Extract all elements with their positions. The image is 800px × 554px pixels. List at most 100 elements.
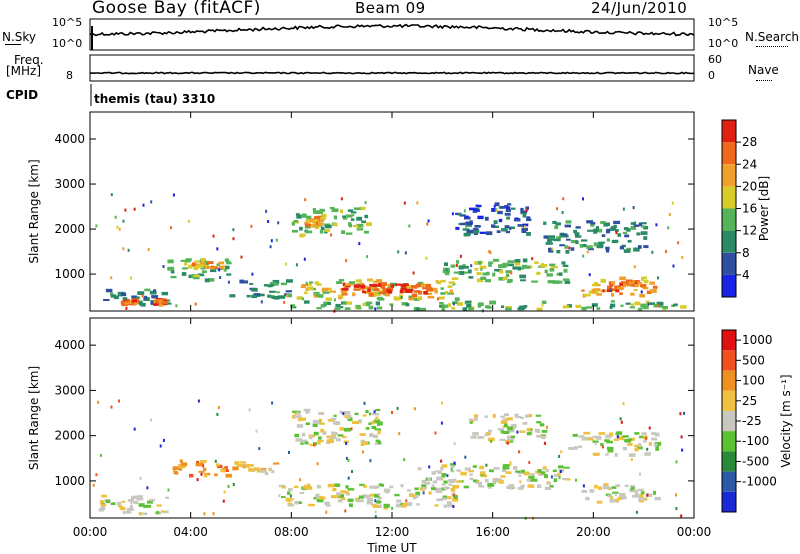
velocity-cell xyxy=(492,481,496,484)
power-cell xyxy=(170,226,172,230)
velocity-cell xyxy=(271,470,275,474)
power-cell xyxy=(223,268,227,272)
power-cell xyxy=(450,264,456,268)
velocity-cell xyxy=(374,510,377,514)
power-cell xyxy=(441,306,446,311)
power-cell xyxy=(615,289,620,293)
power-cell xyxy=(570,247,575,251)
velocity-colorbar-swatch xyxy=(722,491,736,512)
power-cell xyxy=(421,283,425,288)
power-cell xyxy=(299,226,303,231)
power-cell xyxy=(595,226,599,230)
power-panel: 1000 2000 3000 4000 Slant Range [km] xyxy=(27,111,695,313)
velocity-cell xyxy=(559,470,562,473)
power-cell xyxy=(633,224,640,227)
velocity-cell xyxy=(518,474,522,477)
power-cell xyxy=(505,273,510,277)
velocity-cell xyxy=(545,469,549,473)
power-cell xyxy=(226,262,232,265)
velocity-cell xyxy=(356,499,361,502)
velocity-cell xyxy=(534,428,539,433)
velocity-cell xyxy=(300,442,304,445)
power-cell xyxy=(570,239,578,244)
power-cell xyxy=(426,287,433,292)
velocity-cell xyxy=(313,443,316,447)
power-cell xyxy=(667,226,670,230)
power-cell xyxy=(598,241,606,244)
velocity-cell xyxy=(632,495,639,498)
velocity-cell xyxy=(344,509,347,513)
power-cell xyxy=(296,214,302,219)
power-cell xyxy=(436,280,442,285)
power-cell xyxy=(265,209,268,213)
velocity-cell xyxy=(143,504,147,508)
power-cell xyxy=(305,230,313,234)
power-cell xyxy=(167,266,175,271)
velocity-cell xyxy=(614,453,618,457)
power-cell xyxy=(397,250,400,254)
power-cell xyxy=(594,290,600,293)
power-cell xyxy=(292,221,300,224)
velocity-cell xyxy=(129,505,133,509)
velocity-cell xyxy=(309,443,315,447)
power-cell xyxy=(229,294,236,298)
power-cell xyxy=(427,219,430,223)
velocity-cell xyxy=(362,450,364,454)
power-cell xyxy=(517,266,521,271)
power-cell xyxy=(314,226,320,229)
velocity-cell xyxy=(273,462,280,465)
power-cell xyxy=(439,305,444,308)
time-tick-label: 20:00 xyxy=(576,525,611,539)
velocity-cell xyxy=(346,492,351,496)
power-cell xyxy=(414,298,420,301)
velocity-cell xyxy=(480,471,486,475)
power-cell xyxy=(665,250,667,254)
velocity-cell xyxy=(172,469,177,472)
power-cell xyxy=(194,260,200,263)
velocity-cell xyxy=(490,439,492,443)
power-cell xyxy=(309,281,314,284)
power-cell xyxy=(440,279,446,283)
velocity-cell xyxy=(427,477,431,481)
power-cell xyxy=(639,284,646,288)
velocity-cell xyxy=(322,431,327,435)
velocity-cell xyxy=(369,432,373,435)
velocity-cell xyxy=(507,435,511,439)
power-cell xyxy=(540,264,548,268)
power-cell xyxy=(630,226,636,230)
power-cell xyxy=(216,263,220,266)
velocity-cell xyxy=(296,411,300,416)
power-cell xyxy=(342,301,346,305)
velocity-cell xyxy=(502,464,510,467)
time-tick-label: 08:00 xyxy=(274,525,309,539)
power-cell xyxy=(517,218,521,222)
power-cell xyxy=(469,220,473,224)
power-cell xyxy=(602,289,605,293)
power-cell xyxy=(508,226,515,230)
power-cell xyxy=(267,294,272,298)
power-cell xyxy=(523,225,526,229)
velocity-cell xyxy=(431,471,436,474)
power-cell xyxy=(140,302,146,307)
velocity-cell xyxy=(248,468,254,472)
velocity-cell xyxy=(366,501,373,505)
power-cell xyxy=(526,217,531,222)
power-cell xyxy=(562,278,570,281)
power-cell xyxy=(313,216,321,219)
velocity-cell xyxy=(683,411,685,415)
velocity-cell xyxy=(268,467,272,471)
velocity-cell xyxy=(611,486,617,489)
velocity-cell xyxy=(258,447,261,451)
power-cell xyxy=(197,273,205,277)
velocity-cell xyxy=(585,497,590,501)
power-cell xyxy=(613,220,621,224)
power-cell xyxy=(474,267,479,271)
velocity-cell xyxy=(446,496,452,500)
velocity-cell xyxy=(507,426,513,431)
power-cell xyxy=(405,303,410,307)
velocity-cell xyxy=(214,459,217,463)
power-cell xyxy=(606,238,610,242)
power-cell xyxy=(344,307,351,310)
velocity-cell xyxy=(305,411,310,414)
velocity-cell xyxy=(285,497,290,502)
